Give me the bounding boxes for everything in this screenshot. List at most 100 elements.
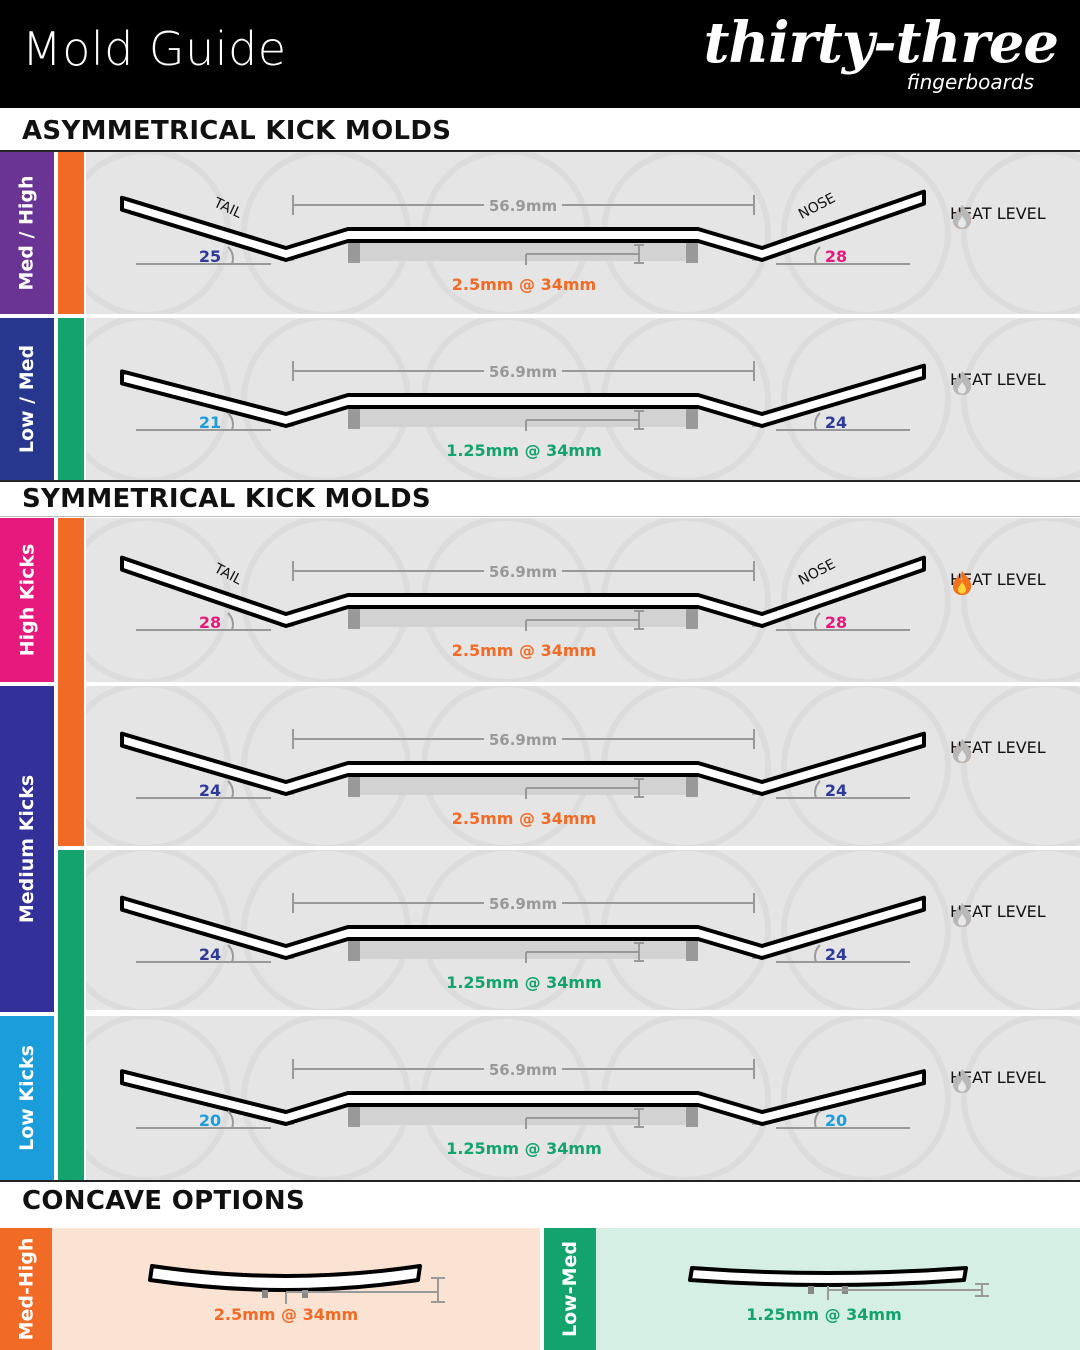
mold-panel: 56.9mm 2.5mm @ 34mm 25 28 TAIL NOSE HEAT LEVEL — [86, 152, 1080, 314]
flame-icon-inactive — [953, 205, 971, 229]
concave-option-panel-low-med: 1.25mm @ 34mm — [596, 1228, 1080, 1350]
side-label-med-high: Med / High — [0, 152, 54, 314]
concave-section-title: CONCAVE OPTIONS — [22, 1186, 305, 1216]
mold-diagram: 56.9mm 1.25mm @ 34mm 20 20 — [86, 1016, 1080, 1180]
concave-label: 2.5mm @ 34mm — [452, 809, 596, 828]
watermark-circle — [781, 152, 951, 314]
mold-panel: 56.9mm 2.5mm @ 34mm 28 28 TAIL NOSE HEAT LEVEL — [86, 518, 1080, 682]
heat-level-label: HEAT LEVEL — [950, 1068, 1046, 1087]
watermark-circle — [781, 686, 951, 846]
deck-shape — [120, 189, 926, 262]
deck-shape — [120, 555, 926, 628]
concave-label: 1.25mm @ 34mm — [446, 973, 602, 992]
section-divider — [0, 480, 1080, 482]
section-divider — [0, 150, 1080, 152]
truck-mount — [348, 405, 360, 429]
truck-mount — [686, 773, 698, 797]
length-label: 56.9mm — [489, 197, 557, 215]
truck-mount — [348, 773, 360, 797]
concave-indicator — [525, 778, 644, 799]
heat-level: HEAT LEVEL — [950, 902, 1070, 927]
nose-angle-arc — [814, 944, 821, 963]
watermark-circle — [781, 1016, 951, 1180]
section-divider — [0, 1180, 1080, 1182]
mold-panel: 56.9mm 1.25mm @ 34mm 20 20 HEAT LEVEL — [86, 1016, 1080, 1180]
concave-label: 2.5mm @ 34mm — [452, 275, 596, 294]
nose-angle-value: 24 — [825, 413, 847, 432]
length-label: 56.9mm — [489, 563, 557, 581]
nose-label: NOSE — [796, 190, 838, 223]
concave-indicator — [525, 942, 644, 963]
truck-mount — [686, 405, 698, 429]
concave-label: 1.25mm @ 34mm — [446, 1139, 602, 1158]
deck-shape — [120, 731, 926, 796]
header-bar: Mold Guide thirty-three fingerboards — [0, 0, 1080, 108]
concave-label: 2.5mm @ 34mm — [452, 641, 596, 660]
tail-angle-arc — [227, 412, 234, 431]
truck-mount — [348, 605, 360, 629]
mold-diagram: 56.9mm 1.25mm @ 34mm 21 24 — [86, 318, 1080, 480]
flame-icon-inactive — [953, 903, 971, 927]
nose-angle-arc — [814, 1110, 821, 1129]
tail-angle-value: 25 — [199, 247, 221, 266]
concave-option-label-med-high: Med-High — [0, 1228, 52, 1350]
concave-indicator — [525, 244, 644, 265]
truck-mount — [348, 239, 360, 263]
concave-color-bar-green — [58, 318, 84, 480]
deck-shape — [120, 1069, 926, 1126]
nose-angle-arc — [814, 780, 821, 799]
heat-level-label: HEAT LEVEL — [950, 902, 1046, 921]
flame-icon-active — [953, 571, 971, 595]
tail-angle-value: 20 — [199, 1111, 221, 1130]
concave-option-panel-med-high: 2.5mm @ 34mm — [52, 1228, 540, 1350]
watermark-circle — [961, 850, 1080, 1010]
length-label: 56.9mm — [489, 363, 557, 381]
mold-panel: 56.9mm 2.5mm @ 34mm 24 24 HEAT LEVEL — [86, 686, 1080, 846]
concave-option-value: 1.25mm @ 34mm — [746, 1305, 902, 1324]
length-label: 56.9mm — [489, 731, 557, 749]
tail-angle-value: 24 — [199, 945, 221, 964]
deck-shape — [120, 363, 926, 428]
mold-diagram: 56.9mm 2.5mm @ 34mm 24 24 — [86, 686, 1080, 846]
tail-angle-value: 24 — [199, 781, 221, 800]
heat-level-label: HEAT LEVEL — [950, 370, 1046, 389]
heat-level-label: HEAT LEVEL — [950, 204, 1046, 223]
mold-panel: 56.9mm 1.25mm @ 34mm 21 24 HEAT LEVEL — [86, 318, 1080, 480]
concave-option-label-low-med: Low-Med — [544, 1228, 596, 1350]
tail-angle-value: 28 — [199, 613, 221, 632]
flame-icon-inactive — [953, 371, 971, 395]
concave-color-bar-orange — [58, 152, 84, 314]
truck-mount — [686, 937, 698, 961]
heat-level-label: HEAT LEVEL — [950, 570, 1046, 589]
concave-label: 1.25mm @ 34mm — [446, 441, 602, 460]
nose-angle-value: 28 — [825, 613, 847, 632]
concave-option-value: 2.5mm @ 34mm — [214, 1305, 358, 1324]
deck-shape — [120, 895, 926, 960]
side-label-low-med: Low / Med — [0, 318, 54, 480]
nose-angle-arc — [814, 246, 821, 265]
concave-indicator — [525, 610, 644, 631]
nose-label: NOSE — [796, 556, 838, 589]
mold-diagram: 56.9mm 1.25mm @ 34mm 24 24 — [86, 850, 1080, 1010]
asymmetrical-section-title: ASYMMETRICAL KICK MOLDS — [22, 116, 452, 146]
flame-icon-inactive — [953, 1069, 971, 1093]
nose-angle-value: 24 — [825, 781, 847, 800]
brand-logo: thirty-three — [703, 10, 1059, 76]
tail-angle-arc — [227, 780, 234, 799]
concave-color-bar-orange — [58, 518, 84, 846]
nose-angle-value: 28 — [825, 247, 847, 266]
watermark-circle — [961, 686, 1080, 846]
page-title: Mold Guide — [22, 22, 287, 76]
section-divider — [0, 516, 1080, 517]
tail-angle-arc — [227, 246, 234, 265]
side-label-low-kicks: Low Kicks — [0, 1016, 54, 1180]
nose-angle-value: 20 — [825, 1111, 847, 1130]
truck-mount — [686, 605, 698, 629]
tail-angle-arc — [227, 612, 234, 631]
heat-level: HEAT LEVEL — [950, 1068, 1070, 1093]
concave-color-bar-green — [58, 850, 84, 1180]
watermark-circle — [961, 152, 1080, 314]
truck-mount — [348, 1103, 360, 1127]
